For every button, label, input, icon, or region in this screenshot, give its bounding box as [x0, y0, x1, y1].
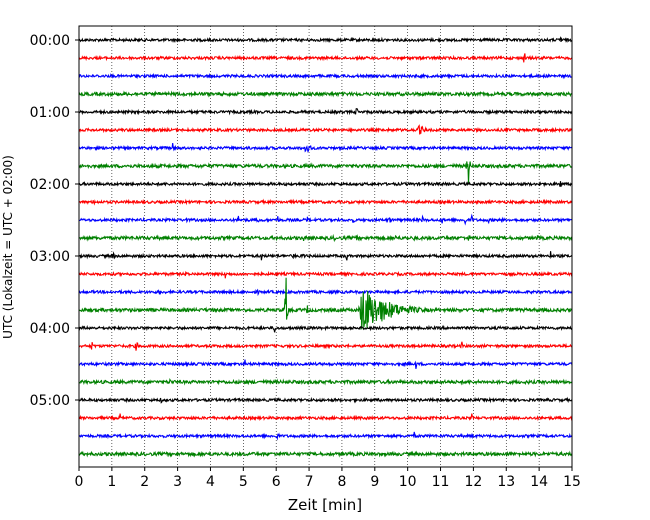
x-tick-label: 8	[337, 474, 346, 490]
x-tick-label: 7	[305, 474, 314, 490]
plot-frame	[78, 25, 573, 468]
seismogram-trace	[78, 233, 573, 243]
x-axis-ticks: 0 1 2 3 4 5 6 7 8 9 10 11 12 13 14 15	[75, 467, 581, 490]
y-tick-label: 02:00	[30, 177, 70, 193]
y-tick-label: 00:00	[30, 33, 70, 49]
seismogram-trace	[78, 142, 573, 153]
seismogram-trace	[78, 72, 573, 80]
seismogram-trace	[78, 53, 573, 63]
x-tick-label: 13	[497, 474, 515, 490]
y-axis-label: UTC (Lokalzeit = UTC + 02:00)	[1, 155, 15, 339]
seismogram-trace	[78, 213, 573, 226]
y-tick-label: 05:00	[30, 393, 70, 409]
seismogram-trace	[78, 108, 573, 116]
x-tick-label: 12	[464, 474, 482, 490]
x-tick-label: 11	[432, 474, 450, 490]
seismogram-trace	[78, 90, 573, 98]
seismogram-trace	[78, 180, 573, 188]
seismogram-trace	[78, 161, 573, 184]
y-tick-label: 03:00	[30, 249, 70, 265]
seismogram-trace	[78, 124, 573, 135]
x-tick-label: 6	[272, 474, 281, 490]
x-tick-label: 14	[530, 474, 548, 490]
seismogram-trace	[78, 431, 573, 441]
x-tick-label: 5	[239, 474, 248, 490]
y-tick-label: 01:00	[30, 105, 70, 121]
seismogram-traces	[78, 35, 573, 458]
x-axis-label: Zeit [min]	[288, 496, 362, 514]
x-tick-label: 3	[173, 474, 182, 490]
seismogram-trace	[78, 277, 573, 330]
seismogram-trace	[78, 378, 573, 386]
seismogram-trace	[78, 198, 573, 206]
seismogram-trace	[78, 359, 573, 369]
x-tick-label: 2	[140, 474, 149, 490]
seismogram-trace	[78, 324, 573, 333]
seismogram-trace	[78, 251, 573, 261]
x-tick-label: 15	[563, 474, 581, 490]
seismogram-trace	[78, 270, 573, 279]
seismogram-trace	[78, 341, 573, 351]
seismogram-trace	[78, 396, 573, 404]
x-tick-label: 1	[107, 474, 116, 490]
seismogram-trace	[78, 450, 573, 458]
seismogram-trace	[78, 35, 573, 44]
seismogram-trace	[78, 413, 573, 422]
y-tick-label: 04:00	[30, 321, 70, 337]
x-tick-label: 0	[75, 474, 84, 490]
y-axis-ticks: 00:00 01:00 02:00 03:00 04:00 05:00	[30, 33, 79, 409]
x-tick-label: 9	[370, 474, 379, 490]
x-tick-label: 10	[399, 474, 417, 490]
x-tick-label: 4	[206, 474, 215, 490]
seismogram-trace	[78, 288, 573, 297]
